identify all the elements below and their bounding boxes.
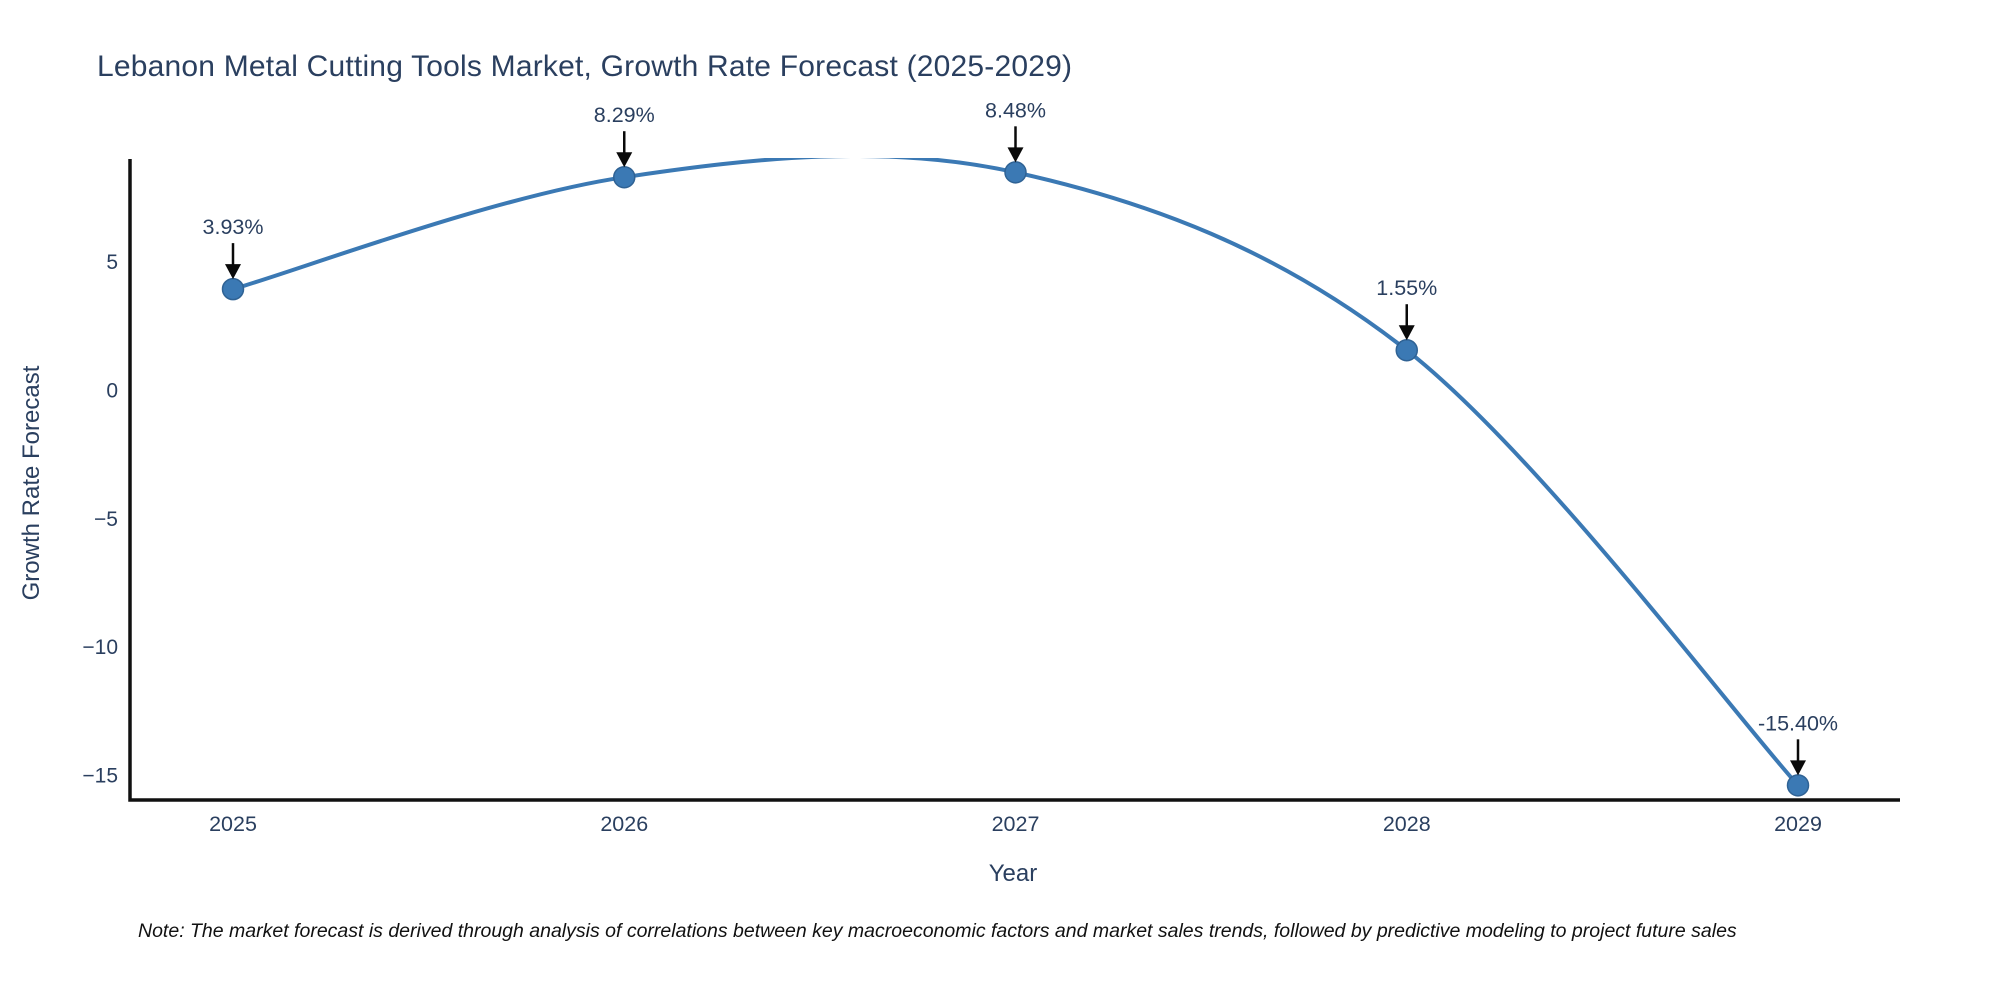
series-group: [221, 158, 1810, 797]
series-line: [232, 158, 1800, 787]
y-tick-label: −15: [82, 765, 118, 788]
y-tick-label: −10: [82, 636, 118, 659]
annotation-label: 8.29%: [594, 103, 655, 127]
data-point-marker: [613, 165, 636, 189]
annotation-arrowhead: [1790, 760, 1806, 776]
annotation-arrowhead: [616, 152, 633, 168]
x-tick-label: 2026: [600, 812, 648, 836]
annotation-label: 3.93%: [203, 215, 264, 239]
chart-title: Lebanon Metal Cutting Tools Market, Grow…: [97, 50, 1073, 83]
y-tick-label: 5: [106, 251, 118, 274]
x-tick-label: 2025: [209, 812, 257, 836]
annotation-label: 1.55%: [1376, 276, 1437, 300]
x-tick-label: 2027: [992, 812, 1040, 836]
annotation-arrowhead: [225, 264, 241, 280]
x-axis-title: Year: [988, 860, 1038, 887]
annotation-label: 8.48%: [985, 98, 1046, 122]
y-tick-label: 0: [106, 380, 118, 403]
data-point-marker: [1786, 774, 1810, 797]
footnote-text: Note: The market forecast is derived thr…: [138, 920, 1737, 942]
x-tick-label: 2028: [1383, 812, 1431, 836]
annotation-label: -15.40%: [1758, 711, 1838, 735]
annotation-arrowhead: [1398, 325, 1415, 341]
axis-lines: [128, 159, 1900, 802]
annotation-arrowhead: [1007, 147, 1024, 163]
data-point-marker: [221, 277, 245, 301]
y-tick-label: −5: [94, 508, 118, 531]
data-point-marker: [1395, 338, 1418, 362]
data-point-marker: [1004, 161, 1027, 184]
x-tick-label: 2029: [1774, 812, 1822, 836]
